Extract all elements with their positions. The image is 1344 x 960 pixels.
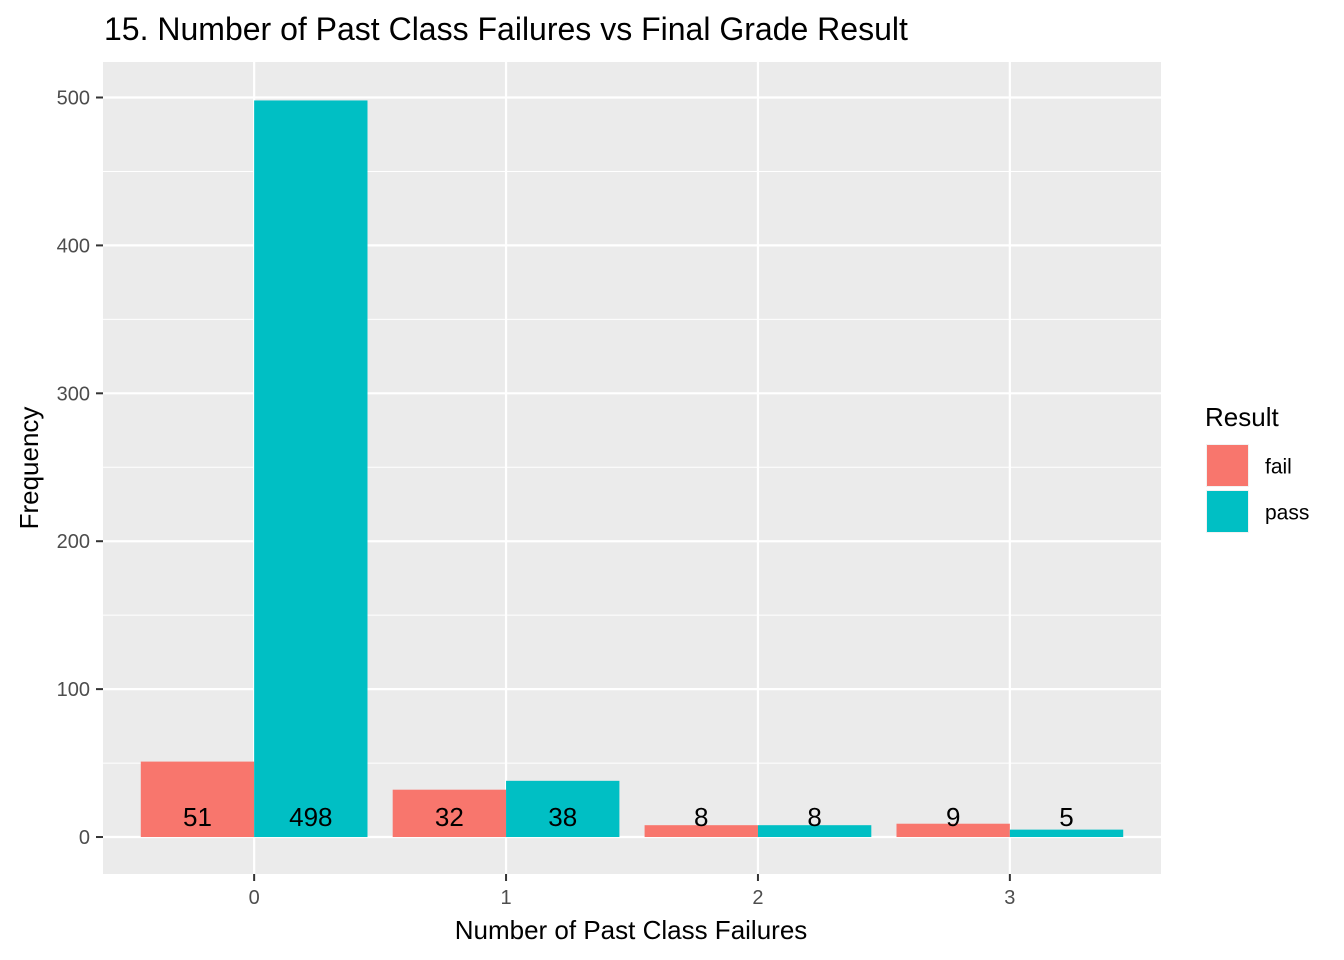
bar-fail-2 bbox=[644, 825, 758, 838]
x-tick-label: 2 bbox=[752, 887, 763, 909]
legend-label-fail: fail bbox=[1265, 456, 1292, 479]
x-tick-label: 3 bbox=[1004, 887, 1015, 909]
legend-swatch-fail bbox=[1207, 445, 1248, 486]
bar-fail-0 bbox=[140, 761, 255, 838]
bar-value-label: 8 bbox=[694, 802, 708, 832]
y-tick-label: 400 bbox=[57, 235, 90, 257]
bar-value-label: 498 bbox=[289, 802, 332, 832]
bar-pass-0 bbox=[254, 100, 368, 838]
bar-value-label: 38 bbox=[548, 802, 577, 832]
legend-swatch-pass bbox=[1207, 491, 1248, 532]
bar-pass-1 bbox=[506, 780, 620, 838]
x-axis-title: Number of Past Class Failures bbox=[455, 915, 808, 945]
y-tick-label: 200 bbox=[57, 531, 90, 553]
y-tick-label: 500 bbox=[57, 87, 90, 109]
y-tick-label: 100 bbox=[57, 679, 90, 701]
y-axis-title: Frequency bbox=[14, 407, 44, 530]
legend-title: Result bbox=[1205, 402, 1279, 432]
x-tick-label: 1 bbox=[500, 887, 511, 909]
y-tick-label: 300 bbox=[57, 383, 90, 405]
x-axis: 0 1 2 3 bbox=[249, 874, 1015, 909]
bar-value-label: 8 bbox=[807, 802, 821, 832]
bar-pass-3 bbox=[1009, 829, 1124, 838]
bar-value-label: 5 bbox=[1059, 802, 1073, 832]
bar-fail-3 bbox=[896, 823, 1010, 838]
legend: Result fail pass bbox=[1205, 402, 1309, 533]
bars bbox=[140, 100, 1124, 838]
bar-pass-2 bbox=[757, 825, 872, 838]
bar-value-label: 32 bbox=[435, 802, 464, 832]
chart-title: 15. Number of Past Class Failures vs Fin… bbox=[104, 11, 908, 47]
bar-value-label: 9 bbox=[946, 802, 960, 832]
bar-fail-1 bbox=[392, 789, 507, 838]
legend-label-pass: pass bbox=[1265, 502, 1309, 525]
bar-labels: 51 498 32 38 8 8 9 5 bbox=[183, 802, 1074, 832]
y-tick-label: 0 bbox=[79, 827, 90, 849]
y-axis: 0 100 200 300 400 500 bbox=[57, 87, 103, 849]
x-tick-label: 0 bbox=[249, 887, 260, 909]
bar-value-label: 51 bbox=[183, 802, 212, 832]
